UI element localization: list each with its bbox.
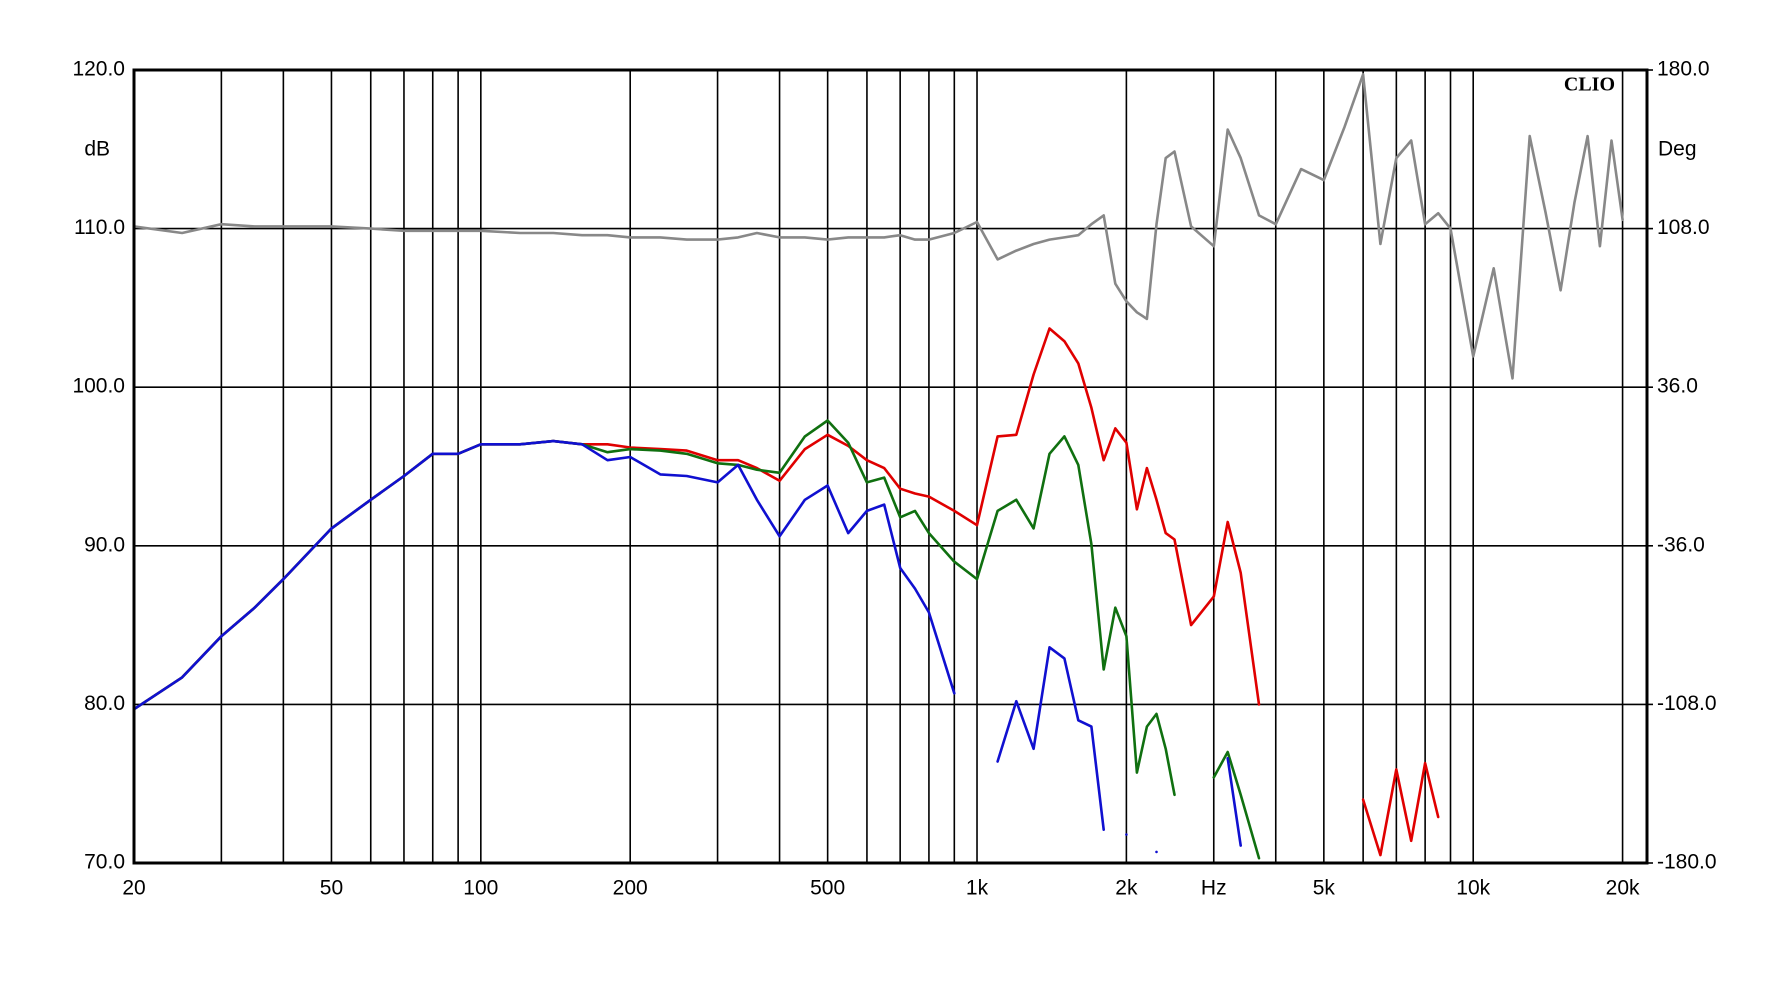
x-tick-label: 50 bbox=[320, 877, 343, 900]
y-tick-label: 110.0 bbox=[74, 216, 125, 239]
y2-tick-label: 36.0 bbox=[1657, 375, 1698, 398]
x-tick-label: 20 bbox=[122, 877, 145, 900]
y2-tick-label: -108.0 bbox=[1657, 692, 1717, 715]
x-tick-label: 2k bbox=[1115, 877, 1138, 900]
x-tick-label: 20k bbox=[1606, 877, 1640, 900]
y-tick-label: 80.0 bbox=[84, 692, 125, 715]
x-tick-label: 1k bbox=[966, 877, 989, 900]
plot bbox=[134, 73, 1624, 860]
series-line bbox=[134, 73, 1624, 380]
y-tick-label: 100.0 bbox=[72, 375, 125, 398]
y2-tick-label: -36.0 bbox=[1657, 533, 1705, 556]
y2-tick-label: -180.0 bbox=[1657, 851, 1717, 874]
y2-tick-label: 108.0 bbox=[1657, 216, 1710, 239]
x-tick-label: 10k bbox=[1456, 877, 1490, 900]
x-tick-label: 100 bbox=[463, 877, 498, 900]
y-tick-label: 70.0 bbox=[84, 851, 125, 874]
plot-frame bbox=[132, 68, 1649, 865]
y-axis-label: dB bbox=[84, 138, 110, 161]
x-tick-label: 200 bbox=[613, 877, 648, 900]
y-tick-label: 120.0 bbox=[72, 58, 125, 81]
x-tick-label: 5k bbox=[1313, 877, 1336, 900]
brand: CLIO bbox=[1564, 74, 1615, 96]
y2-axis-label: Deg bbox=[1658, 138, 1697, 161]
x-tick-label: 500 bbox=[810, 877, 845, 900]
x-axis-label: Hz bbox=[1201, 877, 1227, 900]
y2-tick-label: 180.0 bbox=[1657, 58, 1710, 81]
series-line bbox=[134, 439, 1242, 854]
y-tick-label: 90.0 bbox=[84, 533, 125, 556]
labels: 20 50 100 200 500 1k 2k 5k 10k 20k Hz 70.0 80.0 90.0 1… bbox=[72, 58, 1716, 900]
